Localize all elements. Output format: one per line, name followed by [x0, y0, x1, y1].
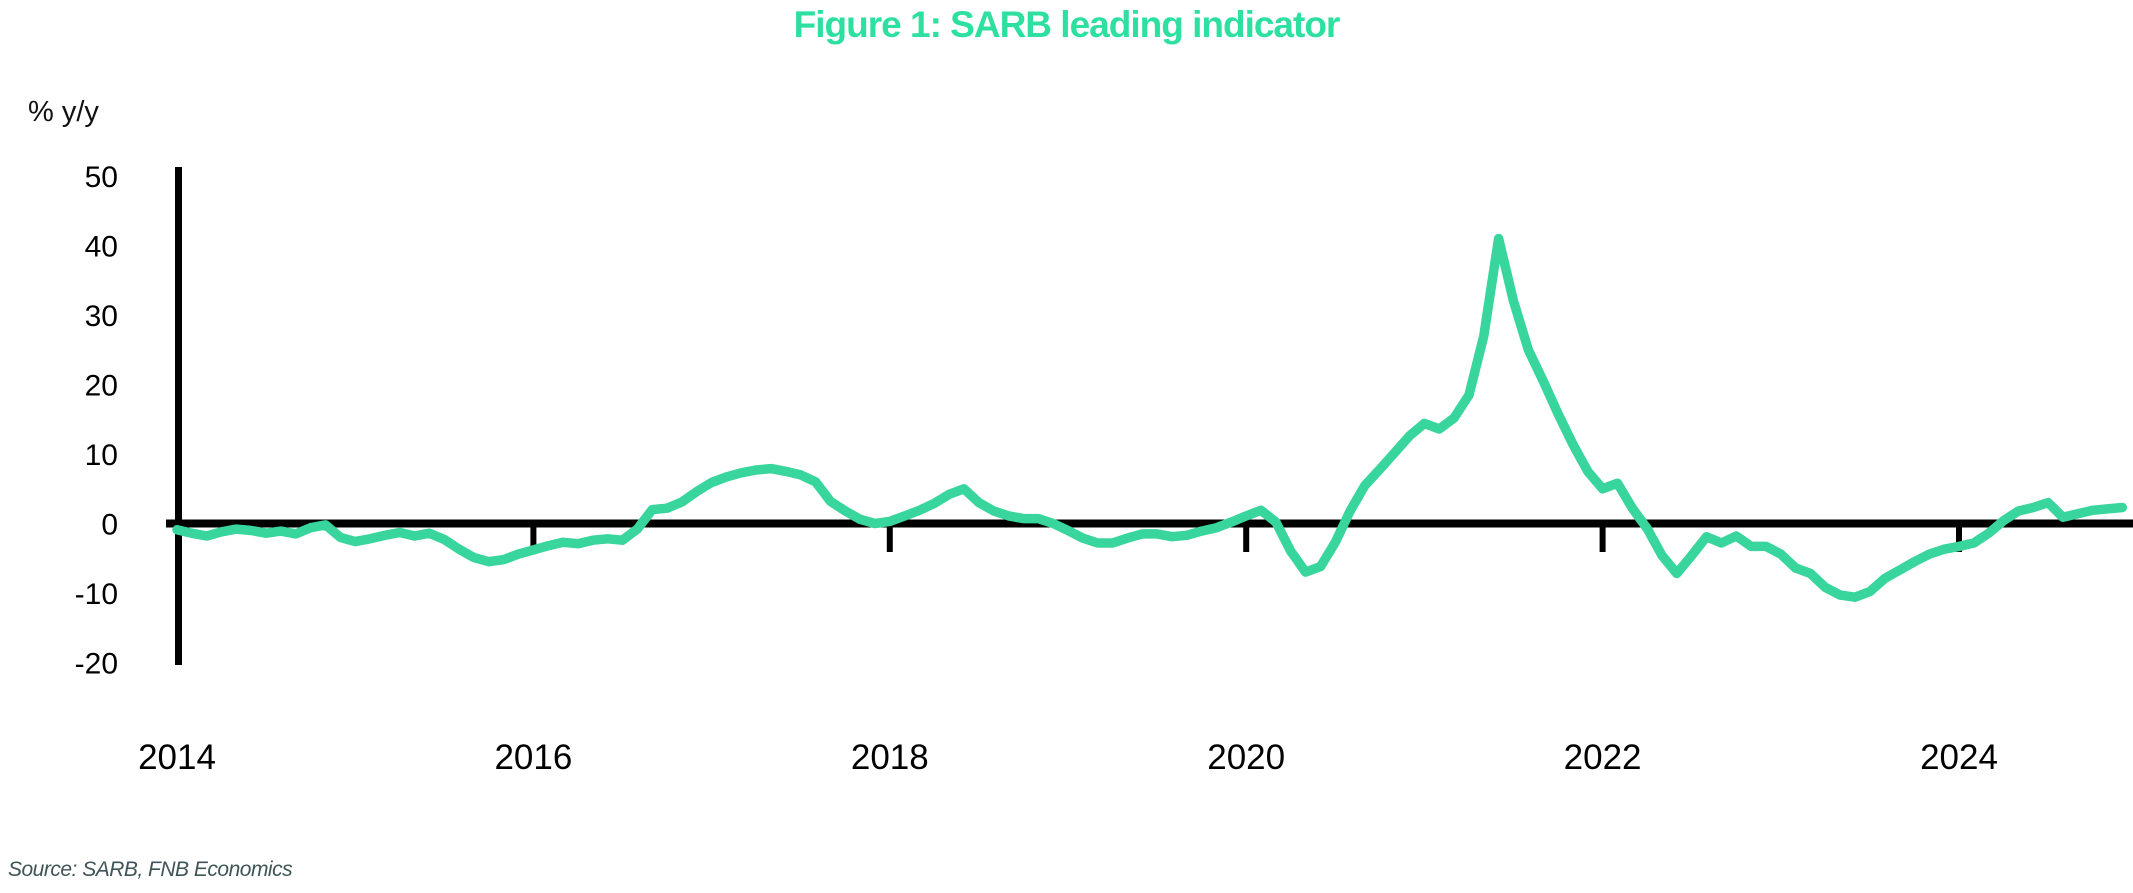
y-axis-tick-label: 50: [85, 161, 118, 194]
y-axis-tick-label: -20: [75, 648, 118, 681]
y-axis-tick-label: 30: [85, 300, 118, 333]
x-axis-tick-label: 2020: [1207, 738, 1285, 777]
y-axis-tick-label: 40: [85, 231, 118, 264]
x-axis-tick-label: 2018: [851, 738, 929, 777]
x-axis-tick-label: 2022: [1564, 738, 1642, 777]
y-axis-tick-label: 20: [85, 370, 118, 403]
x-axis-tick-label: 2014: [138, 738, 216, 777]
y-axis-tick-labels: 50 40 30 20 10 0 -10 -20: [75, 161, 118, 681]
indicator-line-series: [172, 233, 2128, 602]
x-axis-tick-label: 2016: [494, 738, 572, 777]
source-note: Source: SARB, FNB Economics: [8, 858, 293, 881]
x-axis-tick-labels: 2014 2016 2018 2020 2022 2024: [138, 738, 1998, 777]
y-axis-unit-label: % y/y: [28, 96, 99, 128]
y-axis-tick-label: 0: [101, 509, 118, 542]
chart-title: Figure 1: SARB leading indicator: [793, 4, 1341, 45]
x-axis-tick-label: 2024: [1920, 738, 1998, 777]
y-axis-tick-label: -10: [75, 578, 118, 611]
y-axis-tick-label: 10: [85, 439, 118, 472]
